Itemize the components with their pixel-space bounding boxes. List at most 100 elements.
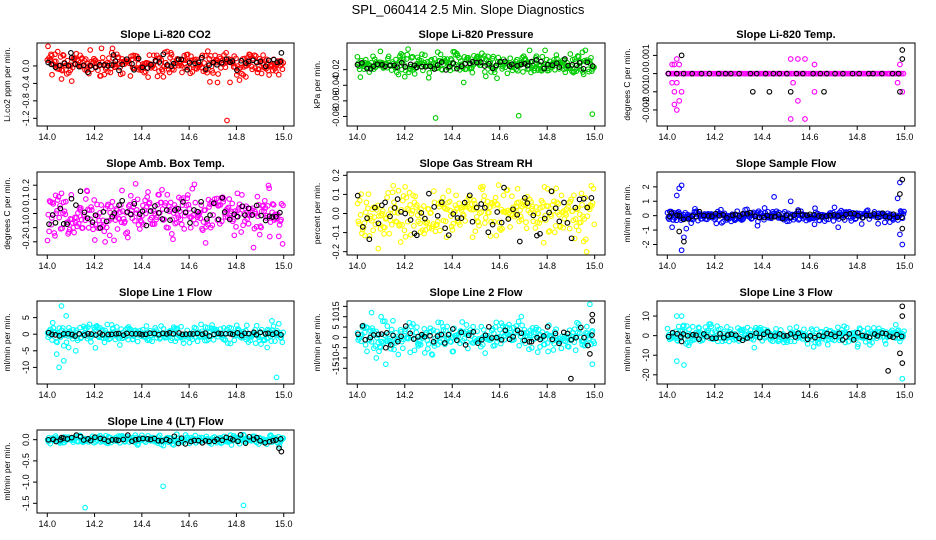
point-selected — [454, 65, 460, 72]
point-selected — [475, 340, 481, 346]
point-selected — [422, 215, 428, 222]
point-all — [249, 66, 256, 73]
point-selected — [439, 199, 445, 206]
point-all — [153, 216, 160, 223]
point-all — [162, 202, 168, 209]
point-selected — [119, 61, 126, 68]
point-all — [130, 52, 137, 59]
point-selected — [795, 330, 802, 337]
point-selected — [898, 333, 905, 340]
point-all — [133, 207, 140, 213]
point-all — [409, 53, 416, 60]
point-all — [532, 225, 539, 231]
point-selected — [111, 210, 118, 216]
point-all — [435, 319, 442, 326]
point-all — [370, 227, 377, 234]
point-all — [270, 323, 277, 330]
point-all — [504, 70, 511, 77]
point-selected — [359, 323, 366, 329]
x-tick-label: 14.6 — [491, 390, 509, 400]
panel-rh: Slope Gas Stream RH percent per min. 14.0 1… — [312, 158, 606, 271]
point-selected — [438, 59, 445, 65]
point-all — [44, 237, 51, 244]
point-all — [233, 55, 239, 62]
point-selected — [139, 208, 146, 215]
point-selected — [85, 330, 91, 337]
point-all — [395, 187, 402, 194]
point-selected — [815, 213, 822, 219]
point-selected — [875, 214, 881, 221]
point-all — [574, 206, 580, 213]
point-selected — [242, 440, 249, 446]
x-tick-label: 14.8 — [538, 261, 556, 271]
point-all — [156, 192, 162, 198]
point-all — [385, 53, 392, 60]
point-selected — [234, 67, 240, 73]
point-selected — [273, 330, 280, 336]
point-all — [136, 214, 143, 220]
point-all — [515, 199, 522, 206]
point-all — [507, 55, 514, 62]
point-selected — [239, 203, 246, 210]
point-all — [707, 321, 714, 327]
point-selected — [854, 329, 861, 336]
panel-title: Slope Li-820 CO2 — [120, 29, 210, 41]
point-selected — [57, 205, 64, 212]
point-all — [472, 228, 479, 235]
point-all — [166, 69, 173, 76]
point-all — [419, 51, 425, 58]
point-all — [417, 220, 423, 227]
point-selected — [478, 201, 485, 207]
point-selected — [749, 88, 756, 95]
point-all — [899, 241, 906, 248]
point-all — [172, 338, 179, 345]
point-all — [566, 225, 573, 232]
point-selected — [206, 62, 212, 69]
point-all — [795, 56, 801, 62]
point-all — [520, 69, 526, 75]
panel-title: Slope Line 3 Flow — [740, 287, 833, 299]
point-selected — [245, 205, 252, 212]
point-all — [266, 233, 273, 240]
y-tick-label: -0.1 — [331, 225, 341, 241]
point-selected — [581, 334, 587, 341]
point-selected — [450, 60, 457, 66]
point-selected — [589, 311, 596, 318]
y-tick-label: 5 — [21, 315, 31, 320]
point-all — [379, 210, 385, 217]
point-all — [901, 328, 907, 335]
point-selected — [105, 63, 111, 69]
point-selected — [73, 202, 79, 208]
point-selected — [97, 435, 104, 442]
point-all — [852, 329, 859, 336]
point-selected — [556, 340, 562, 347]
point-selected — [387, 213, 393, 220]
point-all — [436, 331, 442, 338]
point-all — [240, 502, 247, 509]
point-selected — [498, 219, 505, 226]
point-all — [68, 78, 75, 84]
point-selected — [709, 213, 715, 220]
point-selected — [899, 47, 906, 53]
point-all — [119, 70, 126, 77]
point-selected — [537, 336, 544, 343]
point-all — [530, 218, 537, 225]
point-all — [494, 75, 500, 82]
y-tick-label: 0.0 — [21, 60, 31, 73]
point-all — [870, 325, 877, 331]
point-all — [53, 351, 60, 357]
point-all — [184, 192, 191, 198]
point-all — [426, 70, 433, 76]
point-all — [580, 71, 587, 78]
point-all — [382, 361, 389, 368]
point-selected — [461, 199, 468, 206]
point-all — [411, 223, 417, 229]
point-all — [534, 67, 541, 73]
point-selected — [530, 212, 537, 219]
point-all — [145, 336, 152, 342]
panel-pressure: Slope Li-820 Pressure kPa per min. 14.0 14.… — [312, 29, 606, 142]
point-selected — [899, 56, 906, 62]
point-all — [280, 59, 287, 66]
point-all — [200, 219, 207, 225]
point-all — [193, 325, 199, 332]
